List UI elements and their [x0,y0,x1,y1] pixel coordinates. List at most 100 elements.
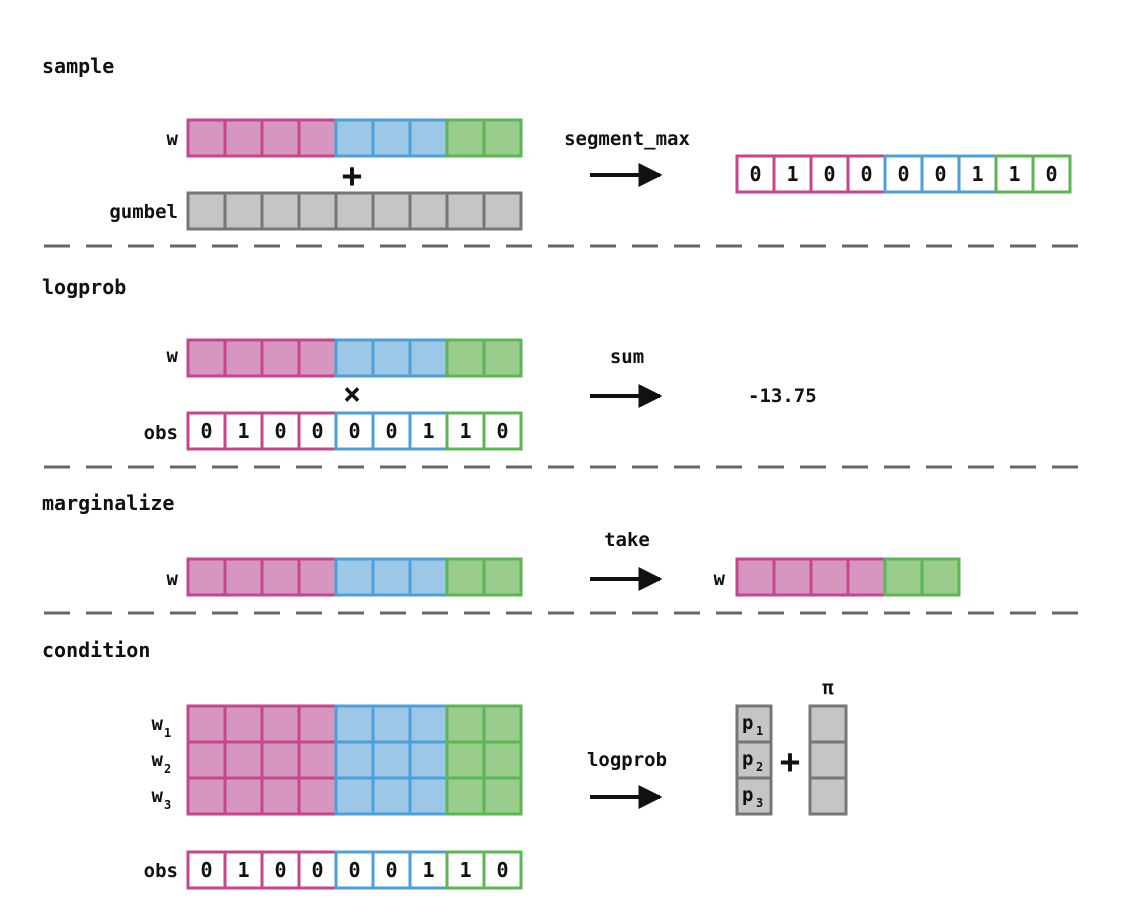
vector-cell [297,338,338,378]
vector-cell [223,338,264,378]
vector-cell [809,154,850,194]
vector-cell [297,411,338,451]
vector-cell [334,704,375,744]
vector-cell-value: 1 [422,858,434,882]
vector-cell-value: 0 [1045,162,1057,186]
vector-cell-value: 0 [200,419,212,443]
arrow-label-sum: sum [610,346,644,368]
vector-cell [371,740,412,780]
p-label: p [742,712,753,734]
vector-cell [371,776,412,816]
condition-obs-label: obs [144,860,178,882]
vector-cell [482,411,523,451]
vector-cell [445,411,486,451]
vector-cell [334,338,375,378]
logprob-obs-row: 0 1 0 0 0 0 1 1 0 [186,411,523,451]
section-title-condition: condition [42,638,150,662]
vector-cell [482,850,523,890]
vector-cell-value: 0 [311,858,323,882]
vector-cell [809,557,850,597]
vector-cell [186,338,227,378]
arrow-label-segment-max: segment_max [564,128,690,150]
vector-cell [334,740,375,780]
vector-cell [482,704,523,744]
vector-cell [482,118,523,158]
vector-cell [772,557,813,597]
vector-cell-value: 0 [496,858,508,882]
condition-row-label: w [152,785,164,807]
vector-cell [482,557,523,597]
vector-cell [186,776,227,816]
p-cell [735,776,773,816]
vector-cell [371,338,412,378]
vector-cell [260,557,301,597]
logprob-result-value: -13.75 [748,385,817,407]
vector-cell [408,191,449,231]
vector-cell [334,776,375,816]
vector-cell [260,704,301,744]
condition-w3-row [186,776,523,816]
vector-cell [297,740,338,780]
vector-cell [223,411,264,451]
vector-cell [297,557,338,597]
vector-cell [260,338,301,378]
section-title-sample: sample [42,54,114,78]
vector-cell [482,191,523,231]
arrow-label-take: take [604,529,650,551]
vector-cell-value: 1 [459,419,471,443]
vector-cell [846,557,887,597]
marginalize-result-w-label: w [714,568,726,590]
vector-cell-value: 0 [311,419,323,443]
sample-w-row [186,118,523,158]
vector-cell-value: 0 [385,858,397,882]
vector-cell [920,557,961,597]
vector-cell-value: 1 [237,858,249,882]
condition-row-label: w [152,713,164,735]
logprob-w-label: w [167,345,179,367]
vector-cell-value: 0 [200,858,212,882]
vector-cell-value: 0 [274,419,286,443]
vector-cell-value: 1 [422,419,434,443]
vector-cell [297,776,338,816]
vector-cell-value: 0 [823,162,835,186]
vector-cell [445,118,486,158]
vector-cell [186,191,227,231]
vector-cell [186,704,227,744]
vector-cell [408,338,449,378]
marginalize-result-row [735,557,961,597]
vector-cell [297,118,338,158]
vector-cell [408,776,449,816]
condition-row-subscript: 3 [164,798,171,812]
vector-cell [223,704,264,744]
p-subscript: 1 [756,724,763,738]
vector-cell-value: 1 [459,858,471,882]
vector-cell-value: 0 [749,162,761,186]
vector-cell [223,776,264,816]
vector-cell [334,557,375,597]
vector-cell [186,557,227,597]
vector-cell [408,557,449,597]
p-label: p [742,748,753,770]
condition-row-subscript: 2 [164,762,171,776]
vector-cell-value: 1 [1008,162,1020,186]
vector-cell [334,411,375,451]
vector-cell [482,740,523,780]
vector-cell [223,191,264,231]
vector-cell-value: 1 [971,162,983,186]
vector-cell [371,704,412,744]
plus-symbol: + [342,156,362,196]
vector-cell [408,118,449,158]
vector-cell-value: 1 [237,419,249,443]
vector-cell [735,557,776,597]
times-symbol: × [343,377,361,412]
vector-cell [735,154,776,194]
vector-cell [371,557,412,597]
vector-cell [445,776,486,816]
vector-cell [445,191,486,231]
condition-w1-row [186,704,523,744]
vector-cell-value: 0 [934,162,946,186]
vector-cell-value: 0 [385,419,397,443]
vector-cell [297,704,338,744]
logprob-w-row [186,338,523,378]
